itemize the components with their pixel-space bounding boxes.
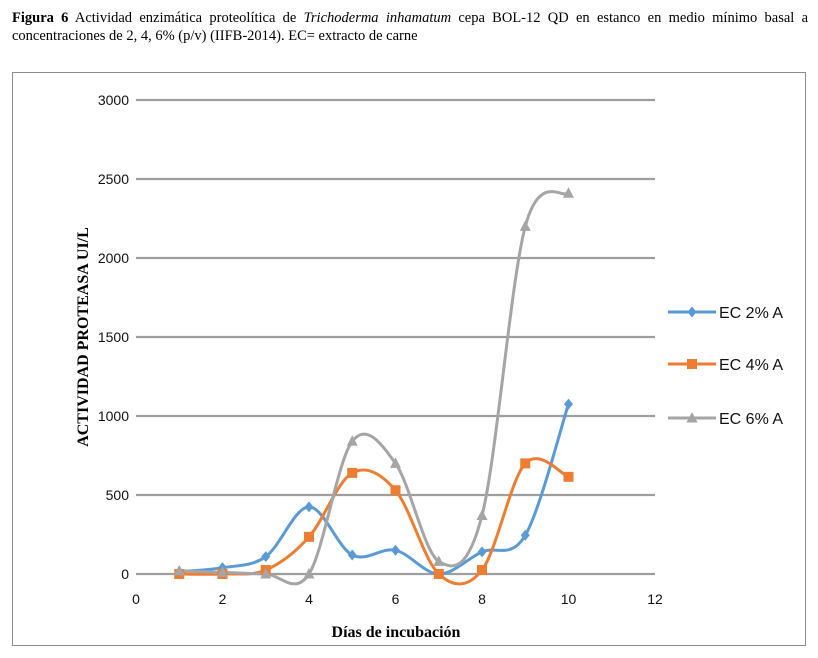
y-tick-label: 3000 (98, 92, 129, 108)
x-tick-label: 0 (132, 591, 140, 607)
data-point (304, 501, 314, 513)
data-point (391, 544, 400, 556)
data-point (303, 568, 315, 579)
data-point (520, 458, 531, 469)
data-point (564, 398, 573, 410)
x-tick-label: 6 (392, 591, 400, 607)
x-tick-label: 10 (561, 591, 577, 607)
data-point (477, 546, 487, 558)
gridlines (136, 98, 655, 576)
series-line (179, 190, 570, 586)
x-axis-title: Días de incubación (332, 624, 461, 641)
data-point (519, 220, 531, 231)
y-tick-label: 1000 (98, 408, 129, 424)
data-point (173, 564, 185, 576)
y-tick-label: 0 (121, 566, 129, 582)
data-point (520, 529, 530, 541)
data-point (433, 569, 444, 579)
x-tick-label: 12 (647, 591, 663, 607)
y-tick-label: 500 (106, 487, 130, 503)
figure-caption: Figura 6 Actividad enzimática proteolíti… (12, 9, 808, 45)
x-tick-label: 4 (305, 591, 313, 607)
y-tick-label: 2000 (98, 250, 129, 266)
y-tick-label: 1500 (98, 329, 129, 345)
caption-label: Figura 6 (12, 10, 69, 26)
data-point (261, 551, 271, 563)
legend: EC 2% A EC 4% A EC 6% A (668, 305, 783, 428)
data-point (304, 531, 314, 542)
data-point (476, 509, 488, 521)
y-axis-title: ACTIVIDAD PROTEASA UI/L (75, 227, 92, 447)
data-point (477, 565, 487, 576)
caption-species: Trichoderma inhamatum (303, 10, 452, 26)
legend-marker (687, 359, 697, 369)
axes: 0 500 1000 1500 2000 2500 3000 0 2 4 6 8 10 12 (98, 92, 663, 607)
data-point (347, 467, 358, 478)
data-point (390, 485, 401, 496)
caption-text-after: cepa BOL-12 QD en estanco en medio mínim… (12, 10, 809, 44)
legend-label: EC 4% A (719, 357, 783, 374)
series-line (179, 403, 570, 576)
data-point (217, 566, 228, 577)
chart-frame (12, 72, 806, 646)
x-tick-label: 2 (219, 591, 227, 607)
series-markers (173, 187, 574, 580)
caption-text-before: Actividad enzimática proteolítica de (68, 10, 304, 26)
legend-marker (686, 412, 698, 423)
data-point (563, 471, 574, 482)
y-tick-label: 2500 (98, 171, 129, 187)
data-point (347, 549, 357, 561)
legend-marker (687, 306, 697, 318)
x-tick-label: 8 (478, 591, 486, 607)
series-lines (179, 190, 570, 586)
data-point (433, 555, 445, 566)
legend-label: EC 6% A (719, 411, 783, 428)
data-point (390, 457, 401, 468)
data-point (260, 568, 272, 579)
data-point (563, 187, 574, 198)
legend-label: EC 2% A (719, 305, 783, 322)
data-point (346, 435, 358, 446)
